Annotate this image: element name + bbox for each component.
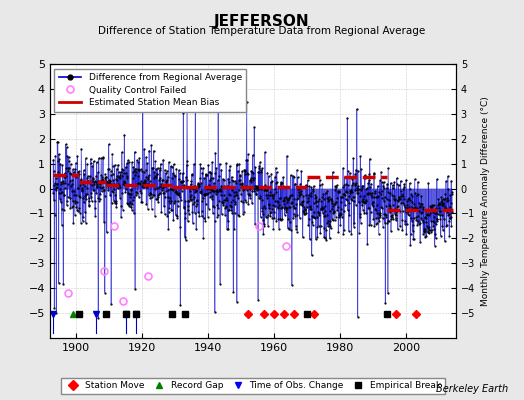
Y-axis label: Monthly Temperature Anomaly Difference (°C): Monthly Temperature Anomaly Difference (… bbox=[481, 96, 489, 306]
Text: Berkeley Earth: Berkeley Earth bbox=[436, 384, 508, 394]
Legend: Station Move, Record Gap, Time of Obs. Change, Empirical Break: Station Move, Record Gap, Time of Obs. C… bbox=[61, 378, 445, 394]
Text: JEFFERSON: JEFFERSON bbox=[214, 14, 310, 29]
Text: Difference of Station Temperature Data from Regional Average: Difference of Station Temperature Data f… bbox=[99, 26, 425, 36]
